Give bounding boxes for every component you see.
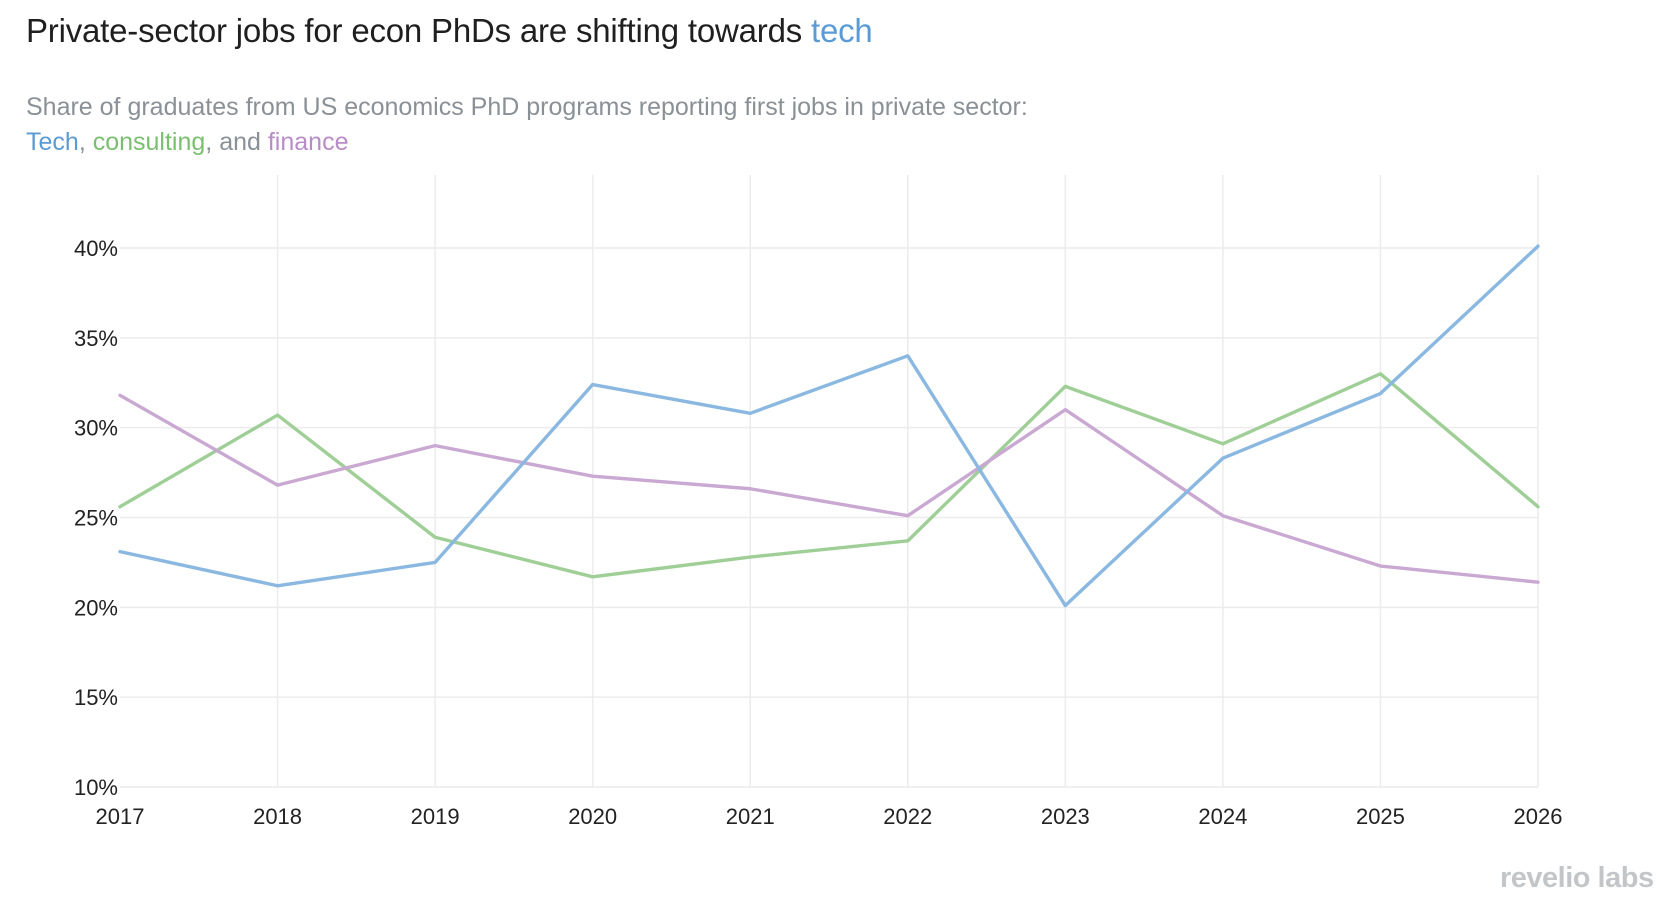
grid [120, 175, 1539, 788]
y-axis-ticks: 10% 15% 20% 25% 30% 35% 40% [74, 236, 118, 800]
y-tick-label: 15% [74, 685, 118, 710]
x-tick-label: 2022 [883, 804, 932, 829]
y-tick-label: 35% [74, 326, 118, 351]
x-tick-label: 2019 [411, 804, 460, 829]
legend-finance: finance [267, 128, 349, 156]
x-tick-label: 2017 [96, 804, 145, 829]
y-tick-label: 25% [74, 506, 118, 531]
x-tick-label: 2024 [1198, 804, 1247, 829]
x-tick-label: 2020 [568, 804, 617, 829]
subtitle-line2: Tech, consulting, and finance [26, 125, 1028, 160]
series-lines [118, 244, 1540, 608]
chart-title: Private-sector jobs for econ PhDs are sh… [26, 12, 873, 50]
title-highlight: tech [811, 12, 873, 49]
legend-tech: Tech [26, 128, 79, 156]
legend-consulting: consulting [92, 128, 206, 156]
x-tick-label: 2018 [253, 804, 302, 829]
x-tick-label: 2023 [1041, 804, 1090, 829]
x-tick-label: 2026 [1514, 804, 1563, 829]
chart-subtitle: Share of graduates from US economics PhD… [26, 90, 1028, 160]
y-tick-label: 20% [74, 595, 118, 620]
y-tick-label: 30% [74, 416, 118, 441]
y-tick-label: 10% [74, 775, 118, 800]
x-axis-ticks: 2017 2018 2019 2020 2021 2022 2023 2024 2025 2026 [96, 804, 1563, 829]
title-prefix: Private-sector jobs for econ PhDs are sh… [26, 12, 812, 49]
subtitle-sep2: , and [205, 128, 268, 156]
series-line-consulting [118, 372, 1540, 579]
series-line-tech [118, 244, 1540, 608]
series-line-finance [118, 393, 1540, 584]
subtitle-sep1: , [78, 128, 93, 156]
y-tick-label: 40% [74, 236, 118, 261]
subtitle-line1: Share of graduates from US economics PhD… [26, 93, 1028, 121]
brand-logo: revelio labs [1500, 862, 1654, 894]
x-tick-label: 2021 [726, 804, 775, 829]
x-tick-label: 2025 [1356, 804, 1405, 829]
